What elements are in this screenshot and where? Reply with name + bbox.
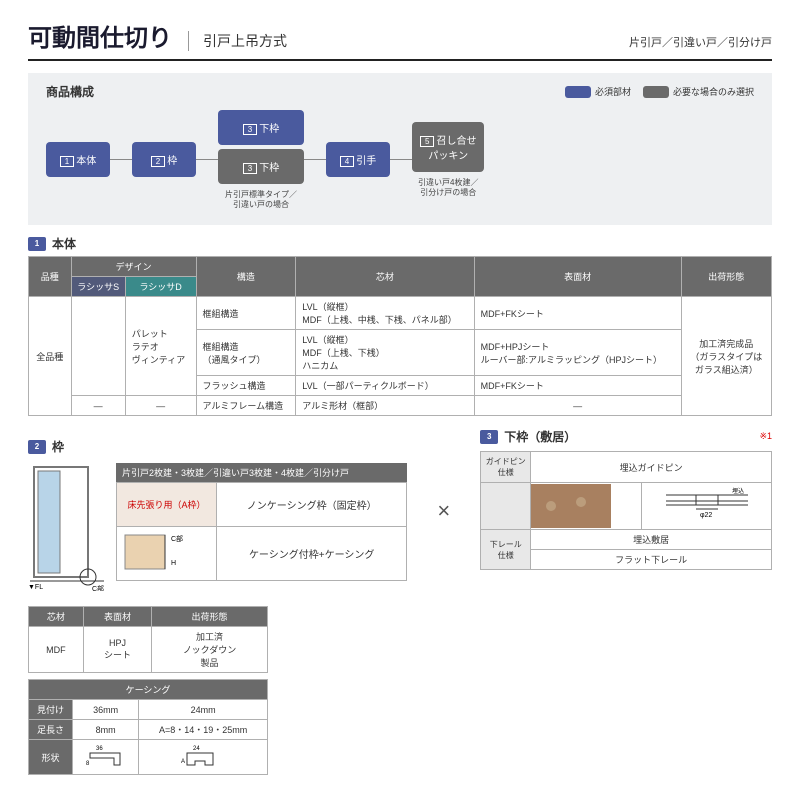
svg-text:▼FL: ▼FL <box>28 584 43 591</box>
flow-box-5: 5召し合せ パッキン <box>412 122 484 172</box>
svg-text:φ22: φ22 <box>700 512 712 519</box>
flow-box-1: 1本体 <box>46 142 110 177</box>
section-1-title: 本体 <box>52 235 76 252</box>
page-title: 可動間仕切り <box>28 18 172 53</box>
mini-table-materials: 芯材表面材出荷形態 MDF HPJ シート 加工済 ノックダウン 製品 <box>28 606 268 673</box>
spec-table-main: 品種 デザイン 構造 芯材 表面材 出荷形態 ラシッサS ラシッサD 全品種 パ… <box>28 256 772 416</box>
section-3-head: 3下枠（敷居） <box>480 428 576 445</box>
legend-optional-label: 必要な場合のみ選択 <box>673 85 754 98</box>
flow-note-5: 引違い戸4枚建／ 引分け戸の場合 <box>418 178 478 197</box>
legend-required-chip <box>565 86 591 98</box>
frame-table: 床先張り用（A枠） ノンケーシング枠（固定枠） C部H ケーシング付枠+ケーシン… <box>116 482 407 581</box>
legend-optional-chip <box>643 86 669 98</box>
profile-shape-36: 36 8 <box>86 743 126 769</box>
header-variants: 片引戸／引違い戸／引分け戸 <box>629 34 772 50</box>
flow-box-3a: 3下枠 <box>218 110 304 145</box>
section-2-head: 2枠 <box>28 438 407 455</box>
flow-note-3: 片引戸標準タイプ／ 引違い戸の場合 <box>225 190 297 209</box>
flow-box-4: 4引手 <box>326 142 390 177</box>
config-flow: 1本体 2枠 3下枠 3下枠 片引戸標準タイプ／ 引違い戸の場合 4引手 5召し… <box>46 110 754 209</box>
flow-box-2: 2枠 <box>132 142 196 177</box>
svg-text:A: A <box>181 759 185 765</box>
mini-table-casing: ケーシング 見付け36mm24mm 足長さ8mmA=8・14・19・25mm 形… <box>28 679 268 775</box>
page-subtitle: 引戸上吊方式 <box>188 31 287 51</box>
door-diagram: C部 ▼FL <box>28 463 108 594</box>
section-3-note: ※1 <box>759 431 772 442</box>
flow-box-3b: 3下枠 <box>218 149 304 184</box>
section-1-head: 1本体 <box>28 235 772 252</box>
svg-text:36: 36 <box>96 746 103 752</box>
multiply-icon: × <box>437 498 450 524</box>
svg-text:C部: C部 <box>171 534 183 543</box>
wood-texture-icon <box>531 484 611 528</box>
svg-text:C部: C部 <box>92 584 104 591</box>
legend-required-label: 必須部材 <box>595 85 631 98</box>
section-3-title: 下枠（敷居） <box>504 428 576 445</box>
sill-table: ガイドピン 仕様 埋込ガイドピン 埋込 φ22 <box>480 451 772 570</box>
profile-shape-24: 24 A <box>181 743 225 769</box>
product-config-panel: 商品構成 必須部材 必要な場合のみ選択 1本体 2枠 3下枠 3下枠 片引戸標準… <box>28 73 772 225</box>
svg-text:H: H <box>171 560 176 567</box>
guide-pin-diagram: 埋込 φ22 <box>662 485 752 525</box>
legend: 必須部材 必要な場合のみ選択 <box>565 85 754 98</box>
section-2-title: 枠 <box>52 438 64 455</box>
svg-text:8: 8 <box>86 761 90 767</box>
page-header: 可動間仕切り 引戸上吊方式 片引戸／引違い戸／引分け戸 <box>28 18 772 61</box>
svg-text:24: 24 <box>193 746 200 752</box>
frame-header-bar: 片引戸2枚建・3枚建／引違い戸3枚建・4枚建／引分け戸 <box>116 463 407 482</box>
config-heading: 商品構成 <box>46 83 94 100</box>
svg-text:埋込: 埋込 <box>732 487 744 495</box>
